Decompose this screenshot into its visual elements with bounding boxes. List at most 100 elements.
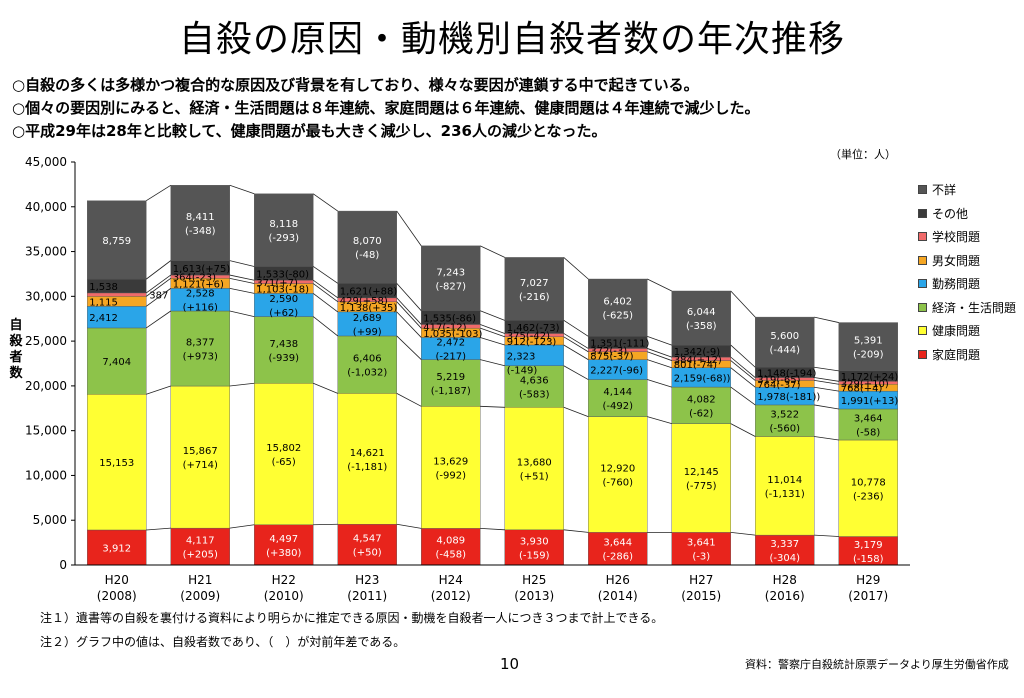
data-label-line: (-65) <box>272 457 296 468</box>
data-label: 5,219 (-1,187) <box>431 372 471 397</box>
connector-line <box>814 377 839 382</box>
connector-line <box>229 287 255 294</box>
data-label-line: (-625) <box>603 311 634 322</box>
bar-segment <box>254 193 314 267</box>
data-label: 2,159(-68)) <box>674 373 731 384</box>
data-label-line: 15,153 <box>99 458 134 469</box>
connector-line <box>146 385 171 395</box>
data-label: 1,621(+88) <box>340 287 398 298</box>
bar-segment <box>337 311 397 337</box>
data-label-line: (-992) <box>436 470 467 481</box>
connector-line <box>480 337 505 346</box>
data-label: 1,121(+6) <box>173 279 224 290</box>
data-label-line: 4,547 <box>353 534 382 545</box>
bar-segment <box>87 200 147 280</box>
data-label-line: (-217) <box>436 352 467 363</box>
data-label-line: 2,472 <box>436 338 465 349</box>
data-label: 2,528 (+116) <box>183 289 218 314</box>
data-label: 3,179 (-158) <box>853 540 884 565</box>
data-label-line: (-827) <box>436 281 467 292</box>
data-label-line: (-358) <box>686 321 717 332</box>
legend-swatch <box>918 302 927 312</box>
legend-item: 不詳 <box>918 178 1016 202</box>
data-label-line: (+973) <box>183 352 218 363</box>
data-label: 3,912 <box>102 543 131 554</box>
bar-segment <box>170 185 230 261</box>
legend-item: 学校問題 <box>918 225 1016 249</box>
data-label: 1,991(+13) <box>841 396 899 407</box>
connector-line <box>480 527 505 531</box>
bar-segment <box>87 327 147 395</box>
x-tick-label: H23 <box>355 573 379 587</box>
data-label-line: (-348) <box>185 226 216 237</box>
legend-item: 勤務問題 <box>918 272 1016 296</box>
data-label: 10,778 (-236) <box>851 477 886 502</box>
x-tick-year: (2008) <box>97 589 137 603</box>
data-label: 14,621 (-1,181) <box>347 448 387 473</box>
data-label-line: 8,411 <box>186 212 215 223</box>
data-label: 4,082 (-62) <box>687 394 716 419</box>
x-tick-label: H26 <box>606 573 630 587</box>
data-label-line: 5,219 <box>436 372 465 383</box>
y-tick-label: 45,000 <box>25 155 67 169</box>
data-label-line: 6,406 <box>353 354 382 365</box>
connector-line <box>396 301 422 329</box>
legend-swatch <box>918 232 927 242</box>
data-label-line: 384(+12) <box>674 355 722 366</box>
x-tick-label: H29 <box>856 573 880 587</box>
page-title: 自殺の原因・動機別自殺者数の年次推移 <box>178 19 845 60</box>
data-label: 13,629 (-992) <box>433 456 468 481</box>
data-label-line: (-939) <box>269 353 300 364</box>
data-label: 3,337 (-304) <box>770 539 801 564</box>
legend-label: 健康問題 <box>932 324 981 339</box>
legend-label: 学校問題 <box>932 230 981 245</box>
legend-swatch <box>918 349 927 359</box>
data-label-line: (-560) <box>770 424 801 435</box>
x-tick-label: H27 <box>689 573 713 587</box>
data-label: 8,759 <box>102 236 131 247</box>
data-label: 1,538 <box>89 282 118 293</box>
connector-line <box>730 423 756 437</box>
connector-line <box>730 531 756 536</box>
data-label-line: 3,179 <box>854 540 883 551</box>
data-label-line: (-236) <box>853 491 884 502</box>
bar-segment <box>254 316 314 384</box>
x-tick-year: (2009) <box>180 589 220 603</box>
connector-line <box>814 379 839 385</box>
data-label: 1,342(-9) <box>674 347 721 358</box>
data-label-line: 1,535(-86) <box>423 314 476 325</box>
x-tick-label: H21 <box>188 573 212 587</box>
data-label-line: 1,621(+88) <box>340 287 398 298</box>
data-label: 1,613(+75) <box>173 264 231 275</box>
bar-segment <box>337 335 397 394</box>
connector-line <box>313 193 338 212</box>
connector-line <box>229 310 255 317</box>
connector-line <box>146 278 171 297</box>
data-label-line: (+205) <box>183 550 218 561</box>
data-label-line: 8,070 <box>353 236 382 247</box>
chart-data-labels: 3,912 15,153 7,404 2,412 1,115 387 1,538 8,759 4… <box>89 212 898 565</box>
bar-segment <box>755 436 815 536</box>
data-label: 875(-37) <box>590 352 633 363</box>
x-tick-year: (2015) <box>681 589 721 603</box>
bar-segment <box>421 406 481 529</box>
data-label: 1,138(+35) <box>340 303 398 314</box>
data-label-line: 1,035(-103) <box>423 329 482 340</box>
data-label-line: 801(-74) <box>674 360 717 371</box>
data-label-line: (-760) <box>603 478 634 489</box>
connector-line <box>396 392 422 407</box>
connector-line <box>396 210 422 247</box>
data-label-line: 2,323 <box>507 351 536 362</box>
data-label: 8,377 (+973) <box>183 338 218 363</box>
data-label: 6,044 (-358) <box>686 307 717 332</box>
bar-segment <box>421 359 481 407</box>
data-label-line: 1,351(-111) <box>590 338 649 349</box>
connector-line <box>730 360 756 381</box>
data-label-line: (+51) <box>520 472 549 483</box>
data-label-line: 1,148(-194) <box>757 368 816 379</box>
data-label: 364(-23) <box>173 273 216 284</box>
connector-line <box>396 283 422 311</box>
connector-line <box>647 359 672 369</box>
bullet-3: ○平成29年は28年と比較して、健康問題が最も大きく減少し、236人の減少となっ… <box>12 122 607 140</box>
legend-swatch <box>918 208 927 218</box>
